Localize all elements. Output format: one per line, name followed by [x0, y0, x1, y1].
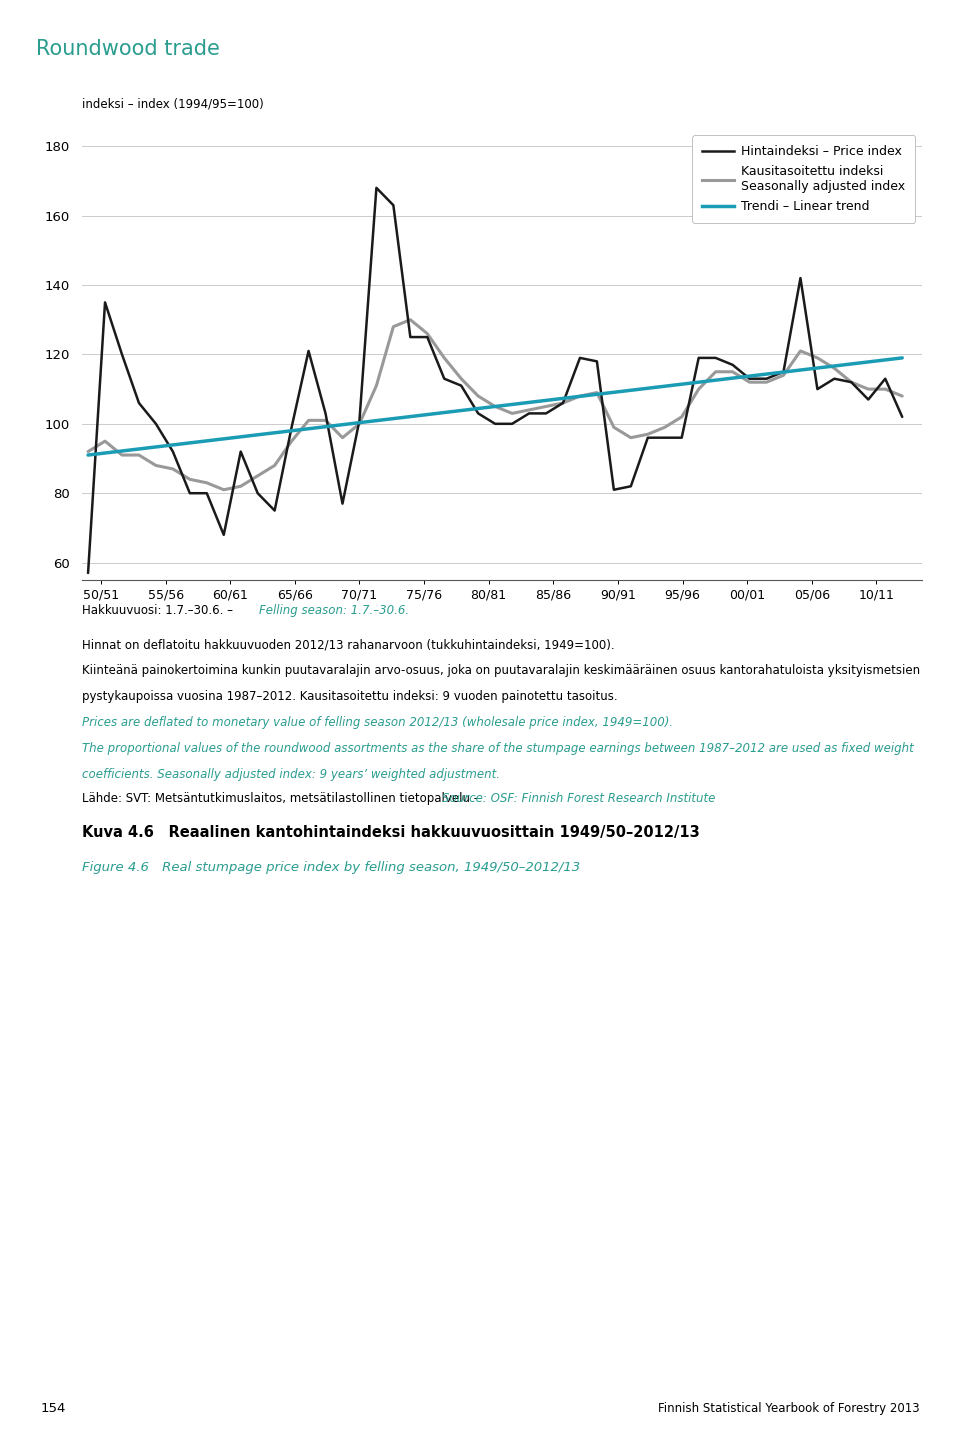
- Text: 4: 4: [3, 34, 22, 63]
- Text: Lähde: SVT: Metsäntutkimuslaitos, metsätilastollinen tietopalvelu –: Lähde: SVT: Metsäntutkimuslaitos, metsät…: [82, 792, 483, 805]
- Text: Kuva 4.6 Reaalinen kantohintaindeksi hakkuuvuosittain 1949/50–2012/13: Kuva 4.6 Reaalinen kantohintaindeksi hak…: [82, 825, 699, 839]
- Text: Felling season: 1.7.–30.6.: Felling season: 1.7.–30.6.: [259, 604, 409, 617]
- Text: Prices are deflated to monetary value of felling season 2012/13 (wholesale price: Prices are deflated to monetary value of…: [82, 716, 673, 729]
- Text: Hinnat on deflatoitu hakkuuvuoden 2012/13 rahanarvoon (tukkuhintaindeksi, 1949=1: Hinnat on deflatoitu hakkuuvuoden 2012/1…: [82, 639, 614, 652]
- Text: Hakkuuvuosi: 1.7.–30.6. –: Hakkuuvuosi: 1.7.–30.6. –: [82, 604, 236, 617]
- Legend: Hintaindeksi – Price index, Kausitasoitettu indeksi
Seasonally adjusted index, T: Hintaindeksi – Price index, Kausitasoite…: [692, 135, 915, 223]
- Text: Source: OSF: Finnish Forest Research Institute: Source: OSF: Finnish Forest Research Ins…: [442, 792, 715, 805]
- Text: Kiinteänä painokertoimina kunkin puutavaralajin arvo-osuus, joka on puutavaralaj: Kiinteänä painokertoimina kunkin puutava…: [82, 664, 920, 677]
- Text: Roundwood trade: Roundwood trade: [36, 39, 221, 59]
- Text: Figure 4.6 Real stumpage price index by felling season, 1949/50–2012/13: Figure 4.6 Real stumpage price index by …: [82, 861, 580, 874]
- Text: The proportional values of the roundwood assortments as the share of the stumpag: The proportional values of the roundwood…: [82, 742, 913, 755]
- Text: pystykaupoissa vuosina 1987–2012. Kausitasoitettu indeksi: 9 vuoden painotettu t: pystykaupoissa vuosina 1987–2012. Kausit…: [82, 690, 617, 703]
- Text: indeksi – index (1994/95=100): indeksi – index (1994/95=100): [82, 97, 263, 110]
- Text: 154: 154: [40, 1402, 65, 1415]
- Text: coefficients. Seasonally adjusted index: 9 years’ weighted adjustment.: coefficients. Seasonally adjusted index:…: [82, 768, 499, 780]
- Text: Finnish Statistical Yearbook of Forestry 2013: Finnish Statistical Yearbook of Forestry…: [658, 1402, 920, 1415]
